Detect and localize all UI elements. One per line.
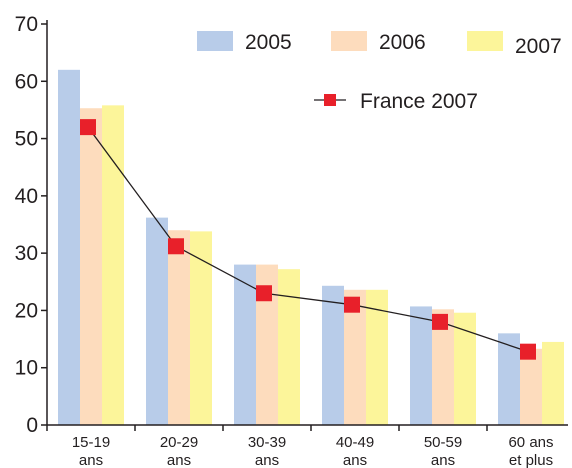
- france-2007-marker-0: [80, 119, 96, 136]
- legend-label-france-2007: France 2007: [360, 90, 478, 113]
- legend-label-2006: 2006: [379, 31, 426, 54]
- bar-2006-4: [432, 309, 454, 425]
- bars-group: [58, 69, 564, 426]
- bar-2007-4: [454, 312, 476, 425]
- legend-swatch-2007: [467, 31, 503, 51]
- x-tick-label-3: 40-49 ans: [336, 434, 374, 468]
- bar-2007-0: [102, 105, 124, 426]
- legend-label-2005: 2005: [245, 31, 292, 54]
- x-tick-label-2: 30-39 ans: [248, 434, 286, 468]
- france-2007-marker-4: [432, 313, 448, 330]
- bar-2006-5: [520, 348, 542, 425]
- bar-2006-1: [168, 230, 190, 425]
- france-2007-line: [87, 126, 529, 353]
- bar-2005-4: [410, 306, 432, 425]
- legend-marker-france-2007: [324, 94, 336, 106]
- y-tick-label-50: 50: [15, 128, 38, 151]
- france-2007-marker-3: [344, 296, 360, 313]
- x-tick-label-5: 60 ans et plus: [508, 434, 553, 468]
- y-tick-label-40: 40: [15, 185, 38, 208]
- france-2007-marker-5: [520, 343, 536, 360]
- bar-2007-2: [278, 269, 300, 425]
- bar-2006-2: [256, 264, 278, 425]
- y-tick-label-30: 30: [15, 242, 38, 265]
- bar-2007-1: [190, 231, 212, 425]
- y-tick-label-60: 60: [15, 70, 38, 93]
- legend-swatch-2005: [197, 31, 233, 51]
- bar-2005-0: [58, 69, 80, 425]
- legend: 2005 2006 2007 France 2007: [197, 31, 562, 113]
- y-tick-label-20: 20: [15, 299, 38, 322]
- france-2007-marker-2: [256, 285, 272, 302]
- bar-2006-3: [344, 289, 366, 425]
- legend-label-2007: 2007: [515, 35, 562, 58]
- france-2007-marker-1: [168, 238, 184, 255]
- bar-2007-3: [366, 289, 388, 425]
- x-tick-label-1: 20-29 ans: [160, 434, 198, 468]
- y-tick-label-0: 0: [26, 414, 38, 437]
- bar-2005-1: [146, 217, 168, 425]
- axes-group: 0 10 20 30 40 50 60 70 15-19 ans 20-29 ans 30-39 ans 4…: [15, 13, 568, 468]
- bar-2006-0: [80, 108, 102, 426]
- line-series-group: [80, 119, 536, 360]
- x-tick-label-0: 15-19 ans: [72, 434, 110, 468]
- bar-2005-3: [322, 285, 344, 425]
- y-tick-label-10: 10: [15, 357, 38, 380]
- y-tick-label-70: 70: [15, 13, 38, 36]
- x-tick-label-4: 50-59 ans: [424, 434, 462, 468]
- bar-2005-5: [498, 333, 520, 425]
- bar-2005-2: [234, 264, 256, 425]
- legend-swatch-2006: [331, 31, 367, 51]
- bar-2007-5: [542, 341, 564, 425]
